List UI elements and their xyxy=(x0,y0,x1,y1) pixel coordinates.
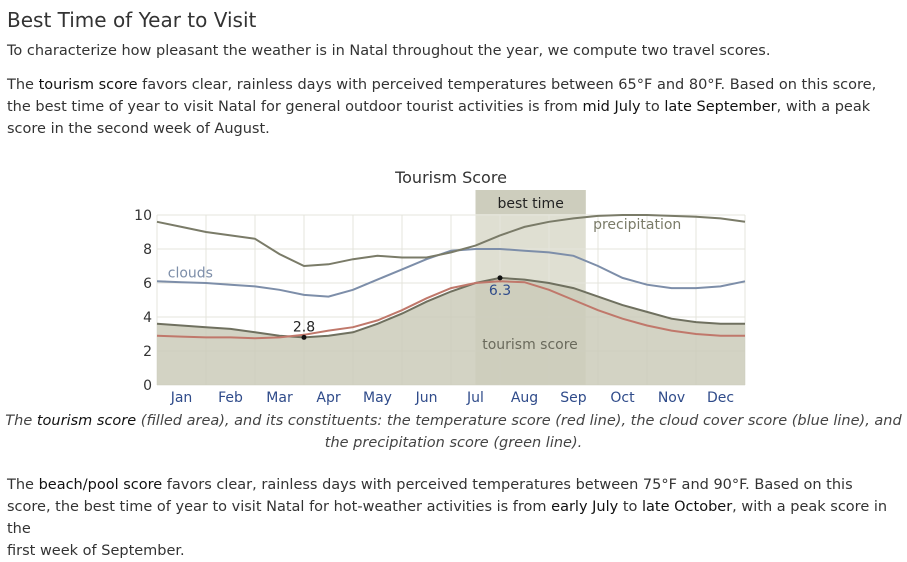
best-time-label: best time xyxy=(497,196,563,212)
line-temperature-score xyxy=(156,280,745,340)
y-tick-2: 2 xyxy=(143,344,152,360)
beach-paragraph: The beach/pool score favors clear, rainl… xyxy=(7,477,888,559)
x-tick-may: May xyxy=(363,390,392,406)
tourism-end: late September xyxy=(664,99,777,115)
label-clouds: clouds xyxy=(168,265,213,281)
line-clouds xyxy=(156,248,746,298)
caption-term: tourism score xyxy=(36,413,137,429)
label-max: 6.3 xyxy=(489,283,511,299)
beach-score-term: beach/pool score xyxy=(38,477,163,493)
label-precipitation: precipitation xyxy=(593,217,681,233)
point-min xyxy=(301,334,307,340)
x-tick-dec: Dec xyxy=(707,390,734,406)
y-tick-6: 6 xyxy=(143,276,152,292)
y-tick-8: 8 xyxy=(143,242,152,258)
y-tick-10: 10 xyxy=(134,208,152,224)
chart-title: Tourism Score xyxy=(394,168,507,187)
label-tourism-score: tourism score xyxy=(482,337,578,353)
x-tick-oct: Oct xyxy=(610,390,635,406)
beach-end: late October xyxy=(642,499,733,515)
x-tick-jun: Jun xyxy=(415,390,438,406)
best-time-header xyxy=(475,190,586,214)
x-tick-jul: Jul xyxy=(466,390,484,406)
chart-caption: The tourism score (filled area), and its… xyxy=(5,413,902,451)
label-min: 2.8 xyxy=(293,319,315,335)
x-tick-sep: Sep xyxy=(560,390,587,406)
page-heading: Best Time of Year to Visit xyxy=(7,8,257,32)
x-tick-apr: Apr xyxy=(316,390,340,406)
series-layer xyxy=(156,214,746,385)
line-tourism-score xyxy=(156,276,745,339)
x-tick-jan: Jan xyxy=(170,390,193,406)
x-tick-feb: Feb xyxy=(218,390,243,406)
x-tick-nov: Nov xyxy=(658,390,685,406)
intro-paragraph: To characterize how pleasant the weather… xyxy=(7,43,771,59)
beach-start: early July xyxy=(551,499,619,515)
x-tick-mar: Mar xyxy=(266,390,293,406)
x-tick-aug: Aug xyxy=(511,390,538,406)
line-precipitation xyxy=(156,214,746,268)
y-tick-4: 4 xyxy=(143,310,152,326)
y-tick-0: 0 xyxy=(143,378,152,394)
label-layer: clouds precipitation 2.8 6.3 tourism score xyxy=(157,217,681,353)
point-max xyxy=(497,275,503,281)
y-axis: 0 2 4 6 8 10 xyxy=(134,208,152,394)
tourism-start: mid July xyxy=(582,99,641,115)
area-tourism-score xyxy=(157,277,745,385)
tourism-score-chart: Tourism Score best time 0 2 4 6 8 10 Jan Feb Ma… xyxy=(134,168,746,406)
tourism-score-term: tourism score xyxy=(38,77,138,93)
tourism-paragraph: The tourism score favors clear, rainless… xyxy=(7,77,877,137)
x-axis: Jan Feb Mar Apr May Jun Jul Aug Sep Oct Nov Dec xyxy=(170,390,734,406)
